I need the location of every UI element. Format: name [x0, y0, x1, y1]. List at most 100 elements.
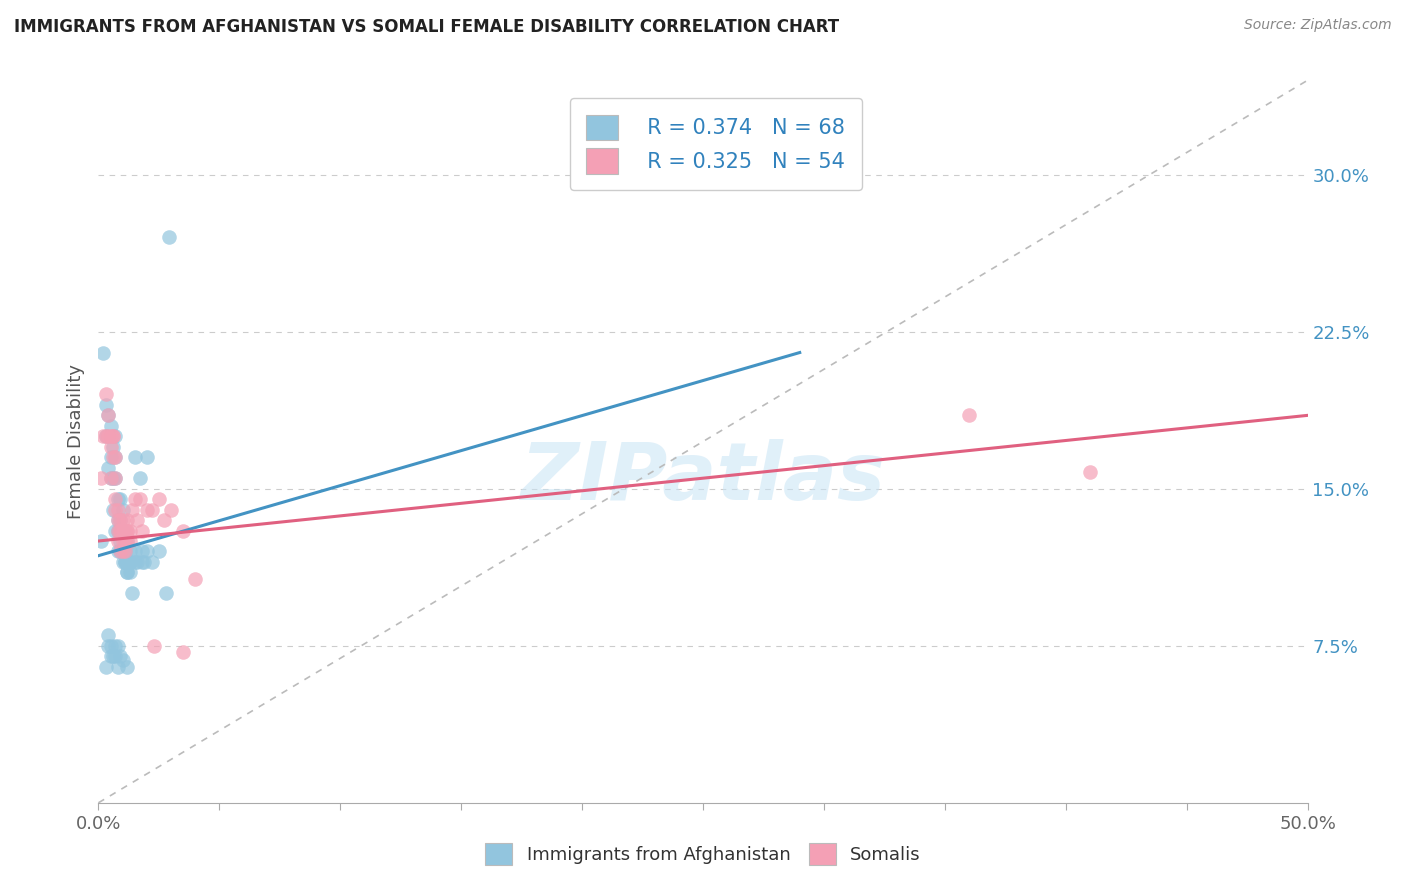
Point: [117, 524, 139, 538]
Point: [157, 230, 180, 244]
Point: [100, 429, 122, 443]
Point: [117, 524, 139, 538]
Point: [108, 534, 131, 549]
Point: [90, 534, 112, 549]
Point: [101, 450, 124, 465]
Point: [107, 534, 129, 549]
Point: [118, 566, 141, 580]
Point: [104, 492, 127, 507]
Point: [100, 649, 122, 664]
Point: [117, 513, 139, 527]
Point: [111, 544, 134, 558]
Point: [114, 555, 136, 569]
Point: [108, 524, 131, 538]
Point: [124, 555, 146, 569]
Point: [107, 524, 129, 538]
Point: [118, 524, 141, 538]
Point: [172, 645, 194, 659]
Point: [108, 544, 131, 558]
Point: [121, 586, 143, 600]
Point: [101, 649, 124, 664]
Point: [152, 513, 174, 527]
Point: [104, 471, 127, 485]
Point: [117, 555, 139, 569]
Point: [117, 534, 139, 549]
Point: [94, 398, 117, 412]
Point: [107, 639, 129, 653]
Point: [107, 544, 129, 558]
Point: [108, 513, 131, 527]
Point: [114, 534, 136, 549]
Point: [124, 544, 146, 558]
Point: [172, 524, 194, 538]
Point: [155, 586, 177, 600]
Legend: Immigrants from Afghanistan, Somalis: Immigrants from Afghanistan, Somalis: [477, 834, 929, 874]
Point: [118, 555, 141, 569]
Point: [104, 524, 127, 538]
Point: [127, 513, 149, 527]
Point: [97, 409, 120, 423]
Point: [118, 534, 141, 549]
Text: Source: ZipAtlas.com: Source: ZipAtlas.com: [1244, 18, 1392, 32]
Point: [97, 429, 120, 443]
Point: [107, 513, 129, 527]
Point: [100, 440, 122, 454]
Point: [131, 544, 153, 558]
Point: [104, 502, 127, 516]
Point: [94, 387, 117, 401]
Point: [97, 628, 120, 642]
Legend:   R = 0.374   N = 68,   R = 0.325   N = 54: R = 0.374 N = 68, R = 0.325 N = 54: [569, 98, 862, 190]
Point: [111, 524, 134, 538]
Point: [108, 513, 131, 527]
Point: [143, 639, 166, 653]
Point: [127, 555, 149, 569]
Point: [101, 429, 124, 443]
Point: [104, 450, 127, 465]
Point: [118, 555, 141, 569]
Point: [117, 566, 139, 580]
Point: [107, 513, 129, 527]
Point: [135, 544, 157, 558]
Point: [114, 544, 136, 558]
Point: [101, 471, 124, 485]
Point: [135, 450, 157, 465]
Point: [100, 471, 122, 485]
Point: [101, 429, 124, 443]
Point: [101, 440, 124, 454]
Point: [128, 471, 150, 485]
Point: [107, 524, 129, 538]
Point: [184, 572, 207, 586]
Point: [104, 471, 127, 485]
Point: [100, 450, 122, 465]
Point: [100, 418, 122, 433]
Point: [114, 534, 136, 549]
Point: [131, 555, 153, 569]
Point: [104, 649, 127, 664]
Point: [107, 659, 129, 673]
Point: [131, 524, 153, 538]
Point: [94, 659, 117, 673]
Point: [148, 492, 170, 507]
Point: [111, 555, 134, 569]
Point: [94, 429, 117, 443]
Point: [100, 639, 122, 653]
Point: [114, 555, 136, 569]
Point: [97, 409, 120, 423]
Point: [104, 639, 127, 653]
Point: [90, 471, 112, 485]
Point: [91, 429, 114, 443]
Point: [108, 544, 131, 558]
Point: [107, 492, 129, 507]
Point: [111, 544, 134, 558]
Point: [1078, 465, 1101, 479]
Point: [111, 653, 134, 667]
Point: [97, 639, 120, 653]
Text: ZIPatlas: ZIPatlas: [520, 439, 886, 516]
Point: [91, 345, 114, 359]
Point: [111, 534, 134, 549]
Point: [117, 534, 139, 549]
Point: [135, 502, 157, 516]
Point: [117, 659, 139, 673]
Point: [141, 555, 163, 569]
Point: [124, 492, 146, 507]
